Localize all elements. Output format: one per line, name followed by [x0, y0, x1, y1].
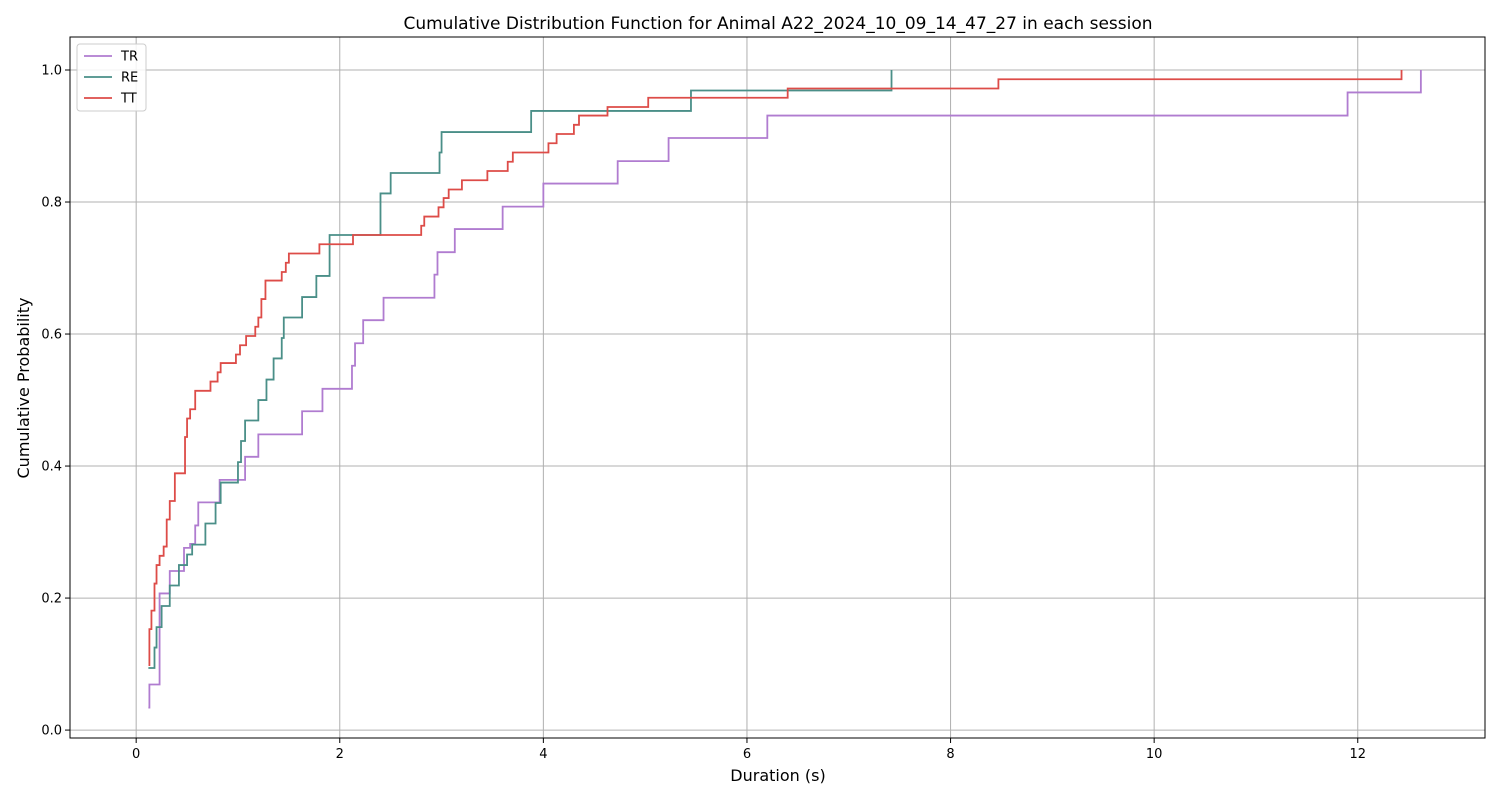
y-tick-label: 1.0	[41, 64, 62, 79]
y-tick-label: 0.0	[41, 724, 62, 739]
series-tr	[148, 70, 1422, 709]
x-axis-title: Duration (s)	[730, 766, 825, 785]
x-tick-label: 10	[1146, 747, 1163, 762]
x-tick-label: 8	[946, 747, 954, 762]
x-tick-label: 6	[743, 747, 751, 762]
legend: TR RE TT	[76, 43, 147, 112]
step-line-tt	[148, 70, 1403, 667]
series-tt	[148, 70, 1403, 667]
y-tick-label: 0.2	[41, 592, 62, 607]
y-axis-title: Cumulative Probability	[14, 298, 33, 479]
x-tick-label: 4	[539, 747, 547, 762]
data-series	[148, 70, 1422, 709]
y-tick-label: 0.6	[41, 328, 62, 343]
y-tick-label: 0.4	[41, 460, 62, 475]
legend-label-re: RE	[121, 71, 138, 86]
legend-label-tt: TT	[120, 92, 137, 107]
x-tick-label: 12	[1349, 747, 1366, 762]
step-line-tr	[148, 70, 1422, 709]
x-tick-label: 2	[336, 747, 344, 762]
axis-ticks: 0 2 4 6 8 10 12 0.0 0.2 0.4 0.6 0.8 1.0	[41, 64, 1366, 762]
legend-label-tr: TR	[120, 50, 138, 65]
chart-title: Cumulative Distribution Function for Ani…	[403, 14, 1152, 34]
step-line-re	[148, 70, 893, 669]
series-re	[148, 70, 893, 669]
grid-lines	[70, 37, 1485, 738]
plot-frame	[69, 36, 1486, 739]
y-tick-label: 0.8	[41, 196, 62, 211]
x-tick-label: 0	[132, 747, 140, 762]
